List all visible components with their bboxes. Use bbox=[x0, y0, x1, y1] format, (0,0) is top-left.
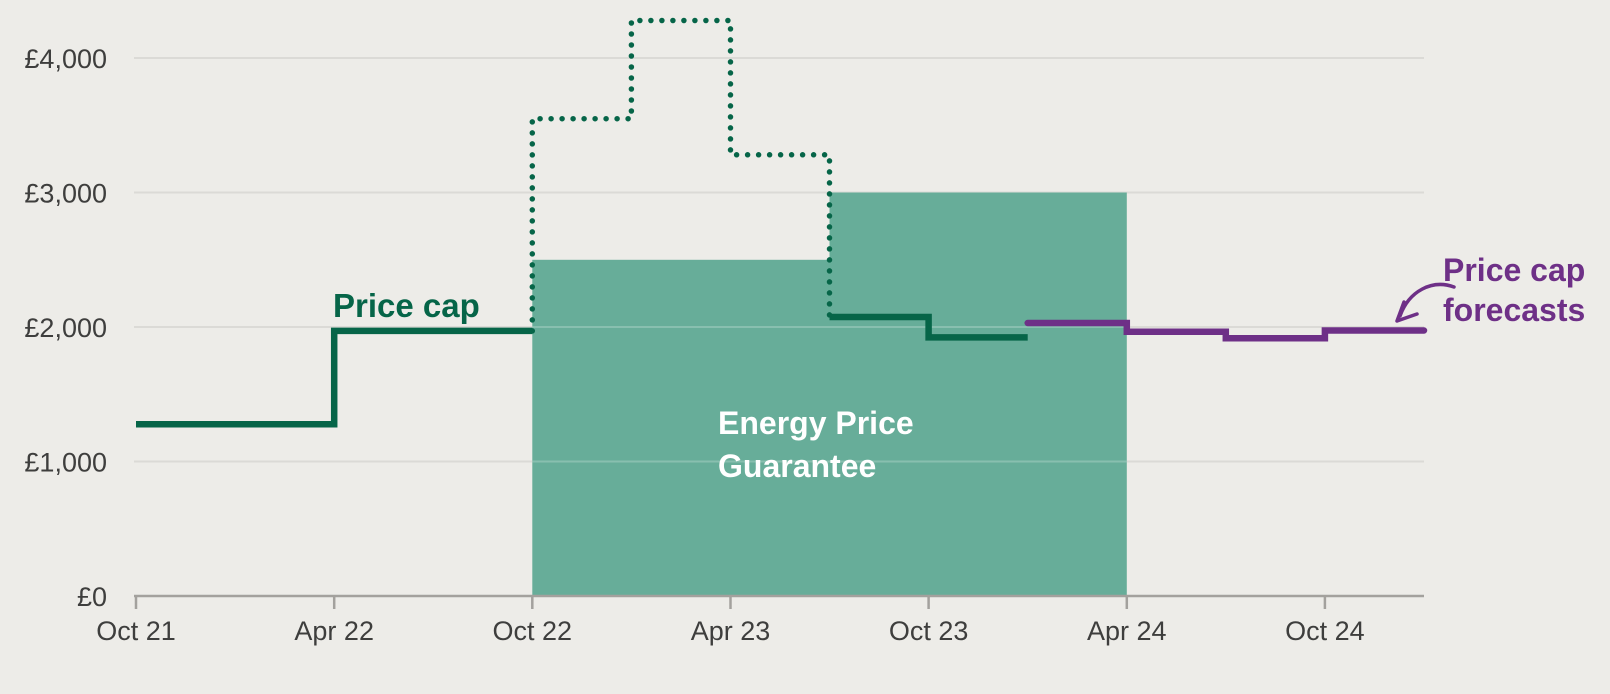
axes: Oct 21 Apr 22 Oct 22 Apr 23 Oct 23 Apr 24 Oct … bbox=[24, 44, 1424, 646]
epg-area-gridline-overlay bbox=[532, 326, 1127, 463]
y-axis-label: £2,000 bbox=[24, 313, 107, 343]
x-axis-label: Oct 24 bbox=[1285, 616, 1365, 646]
x-axis-label: Apr 23 bbox=[691, 616, 771, 646]
x-axis-label: Oct 23 bbox=[889, 616, 969, 646]
price-cap-dotted-line bbox=[529, 17, 833, 334]
price-cap-line bbox=[136, 313, 1028, 428]
x-axis-label: Apr 24 bbox=[1087, 616, 1167, 646]
epg-area bbox=[532, 192, 1127, 596]
y-axis-label: £1,000 bbox=[24, 448, 107, 478]
x-axis-label: Oct 22 bbox=[493, 616, 573, 646]
forecast-label-line2: forecasts bbox=[1443, 292, 1585, 328]
y-axis-label: £4,000 bbox=[24, 44, 107, 74]
epg-area-block bbox=[532, 259, 830, 596]
x-axis-label: Oct 21 bbox=[96, 616, 176, 646]
epg-area-block bbox=[829, 192, 1127, 596]
y-axis-label: £0 bbox=[77, 582, 107, 612]
epg-label-line1: Energy Price bbox=[718, 405, 914, 441]
y-axis-label: £3,000 bbox=[24, 179, 107, 209]
price-cap-label: Price cap bbox=[333, 287, 480, 324]
forecast-line bbox=[1024, 319, 1428, 342]
series-lines bbox=[136, 17, 1428, 428]
forecast-arrowhead-icon bbox=[1395, 300, 1419, 323]
epg-label-line2: Guarantee bbox=[718, 448, 876, 484]
forecast-label-line1: Price cap bbox=[1443, 252, 1585, 288]
x-axis-label: Apr 22 bbox=[294, 616, 374, 646]
annotations: Price cap Energy Price Guarantee Price c… bbox=[333, 252, 1585, 484]
